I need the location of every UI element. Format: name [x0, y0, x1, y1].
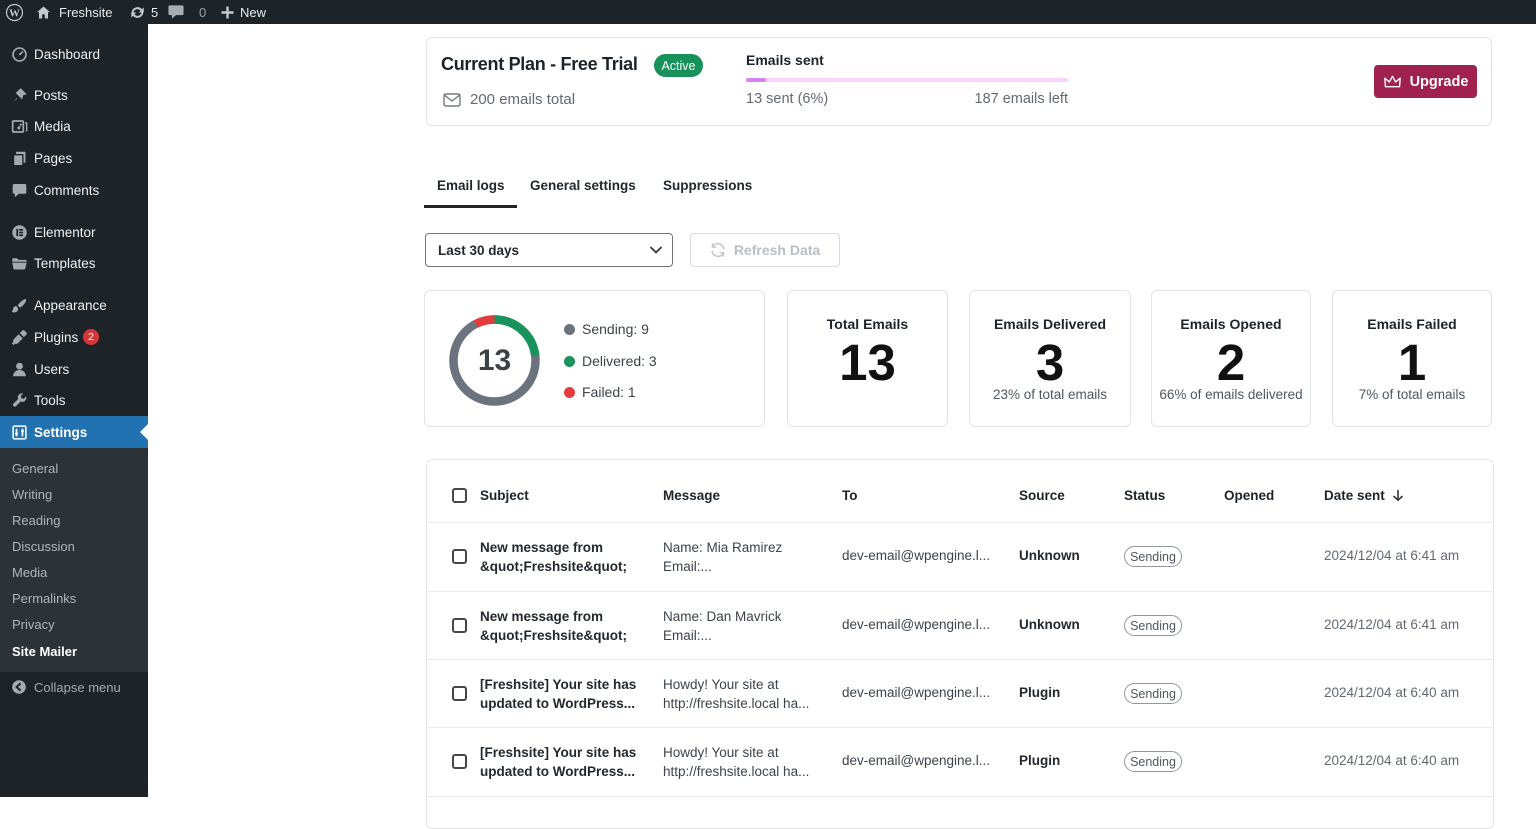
svg-text:W: W [9, 7, 20, 19]
